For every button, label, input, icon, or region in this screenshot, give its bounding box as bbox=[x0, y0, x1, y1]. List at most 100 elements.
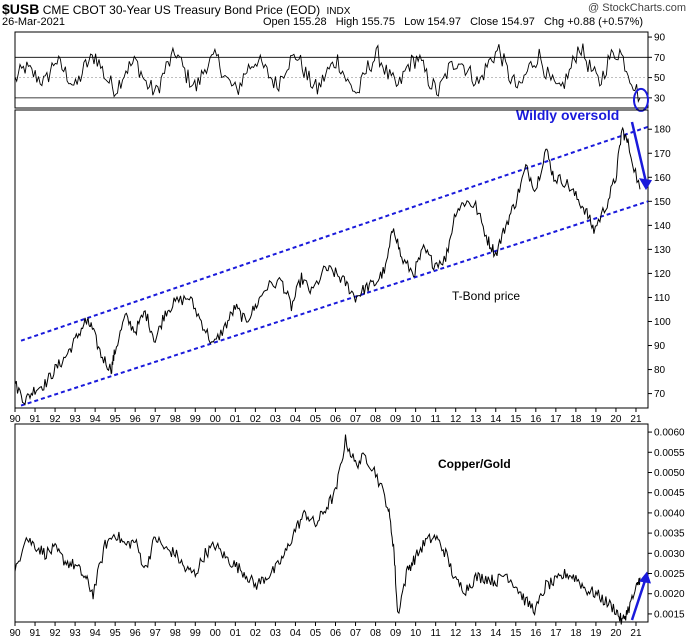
header-ohlc: Open 155.28 High 155.75 Low 154.97 Close… bbox=[263, 16, 643, 28]
bond-ytick-label: 100 bbox=[654, 317, 671, 328]
bond-xtick-label: 20 bbox=[610, 414, 622, 425]
copper-gold-ytick-label: 0.0020 bbox=[654, 589, 685, 600]
copper-gold-line bbox=[14, 434, 641, 625]
bond-ytick-label: 130 bbox=[654, 245, 671, 256]
bond-xtick-label: 96 bbox=[130, 414, 142, 425]
bond-xtick-label: 90 bbox=[9, 414, 21, 425]
oversold-callout: Wildly oversold bbox=[516, 107, 619, 123]
description: CME CBOT 30-Year US Treasury Bond Price … bbox=[42, 3, 321, 17]
bond-xtick-label: 02 bbox=[250, 414, 262, 425]
close-label: Close bbox=[470, 16, 499, 28]
bond-xtick-label: 14 bbox=[490, 414, 502, 425]
bond-xtick-label: 97 bbox=[150, 414, 162, 425]
rsi-line bbox=[14, 43, 641, 104]
copper-gold-arrowhead bbox=[638, 571, 651, 584]
copper-gold-frame bbox=[14, 423, 649, 623]
exchange: INDX bbox=[326, 6, 351, 17]
copper-gold-xtick-label: 99 bbox=[190, 628, 202, 639]
bond-ytick-label: 180 bbox=[654, 125, 671, 136]
copper-gold-xtick-label: 03 bbox=[270, 628, 282, 639]
copper-gold-xtick-label: 15 bbox=[510, 628, 522, 639]
rsi-frame bbox=[14, 31, 649, 109]
bond-xtick-label: 19 bbox=[590, 414, 602, 425]
rsi-ytick-label: 70 bbox=[654, 53, 666, 64]
bond-xtick-label: 91 bbox=[29, 414, 41, 425]
copper-gold-xtick-label: 96 bbox=[130, 628, 142, 639]
rsi-panel: 30 50 70 90 bbox=[14, 31, 666, 112]
header-date: 26-Mar-2021 bbox=[2, 16, 65, 28]
copper-gold-xtick-label: 17 bbox=[550, 628, 562, 639]
bond-xtick-label: 93 bbox=[70, 414, 82, 425]
watermark: @ StockCharts.com bbox=[588, 2, 686, 14]
copper-gold-ytick-label: 0.0050 bbox=[654, 468, 685, 479]
copper-gold-ytick-label: 0.0035 bbox=[654, 529, 685, 540]
copper-gold-xtick-label: 13 bbox=[470, 628, 482, 639]
bond-ytick-label: 160 bbox=[654, 173, 671, 184]
copper-gold-ytick-label: 0.0060 bbox=[654, 428, 685, 439]
copper-gold-xtick-label: 20 bbox=[610, 628, 622, 639]
bond-xtick-label: 18 bbox=[570, 414, 582, 425]
copper-gold-arrow bbox=[630, 577, 648, 621]
bond-xtick-label: 04 bbox=[290, 414, 302, 425]
chg-label: Chg bbox=[543, 16, 565, 28]
copper-gold-ytick-label: 0.0025 bbox=[654, 569, 685, 580]
copper-gold-xtick-label: 07 bbox=[350, 628, 362, 639]
copper-gold-xtick-label: 91 bbox=[29, 628, 41, 639]
channel-upper-line bbox=[20, 125, 649, 342]
symbol: $USB bbox=[2, 1, 40, 17]
bond-ytick-label: 140 bbox=[654, 221, 671, 232]
copper-gold-xtick-label: 11 bbox=[430, 628, 441, 639]
bond-xtick-label: 00 bbox=[210, 414, 222, 425]
copper-gold-xtick-label: 14 bbox=[490, 628, 502, 639]
low-value: 154.97 bbox=[427, 16, 462, 28]
copper-gold-xtick-label: 06 bbox=[330, 628, 342, 639]
copper-gold-xtick-label: 10 bbox=[410, 628, 422, 639]
copper-gold-xtick-label: 92 bbox=[50, 628, 62, 639]
bond-xtick-label: 06 bbox=[330, 414, 342, 425]
copper-gold-xtick-label: 90 bbox=[9, 628, 21, 639]
copper-gold-xtick-label: 21 bbox=[630, 628, 642, 639]
copper-gold-xtick-label: 12 bbox=[450, 628, 462, 639]
channel-lower-line bbox=[20, 200, 649, 407]
bond-ytick-label: 70 bbox=[654, 389, 666, 400]
bond-xtick-label: 95 bbox=[110, 414, 122, 425]
bond-xtick-label: 15 bbox=[510, 414, 522, 425]
copper-gold-ytick-label: 0.0015 bbox=[654, 609, 685, 620]
copper-gold-xtick-label: 18 bbox=[570, 628, 582, 639]
copper-gold-xtick-label: 01 bbox=[230, 628, 242, 639]
rsi-ytick-label: 30 bbox=[654, 93, 666, 104]
bond-ytick-label: 110 bbox=[654, 293, 670, 304]
header-line-1: $USB CME CBOT 30-Year US Treasury Bond P… bbox=[2, 1, 350, 17]
bond-xtick-label: 09 bbox=[390, 414, 402, 425]
copper-gold-xtick-label: 05 bbox=[310, 628, 322, 639]
bond-xtick-label: 21 bbox=[630, 414, 642, 425]
copper-gold-xtick-label: 04 bbox=[290, 628, 302, 639]
bond-xtick-label: 17 bbox=[550, 414, 562, 425]
bond-ytick-label: 90 bbox=[654, 341, 666, 352]
copper-gold-xtick-label: 94 bbox=[90, 628, 102, 639]
copper-gold-ytick-label: 0.0040 bbox=[654, 508, 685, 519]
bond-xtick-label: 92 bbox=[50, 414, 62, 425]
bond-annotation: T-Bond price bbox=[452, 289, 520, 303]
copper-gold-xtick-label: 02 bbox=[250, 628, 262, 639]
bond-xtick-label: 94 bbox=[90, 414, 102, 425]
bond-ytick-label: 150 bbox=[654, 197, 671, 208]
copper-gold-xtick-label: 00 bbox=[210, 628, 222, 639]
high-value: 155.75 bbox=[361, 16, 396, 28]
bond-ytick-label: 80 bbox=[654, 365, 666, 376]
copper-gold-xtick-label: 95 bbox=[110, 628, 122, 639]
bond-xtick-label: 05 bbox=[310, 414, 322, 425]
close-value: 154.97 bbox=[501, 16, 535, 28]
copper-gold-panel: 0.0015 0.0020 0.0025 0.0030 0.0035 0.0040 0.00… bbox=[9, 423, 685, 639]
copper-gold-xtick-label: 93 bbox=[70, 628, 82, 639]
bond-xtick-label: 12 bbox=[450, 414, 462, 425]
bond-xtick-label: 99 bbox=[190, 414, 202, 425]
bond-frame bbox=[14, 109, 649, 409]
copper-gold-ytick-label: 0.0055 bbox=[654, 448, 685, 459]
open-label: Open bbox=[263, 16, 290, 28]
bond-xtick-label: 16 bbox=[530, 414, 542, 425]
high-label: High bbox=[335, 16, 359, 28]
